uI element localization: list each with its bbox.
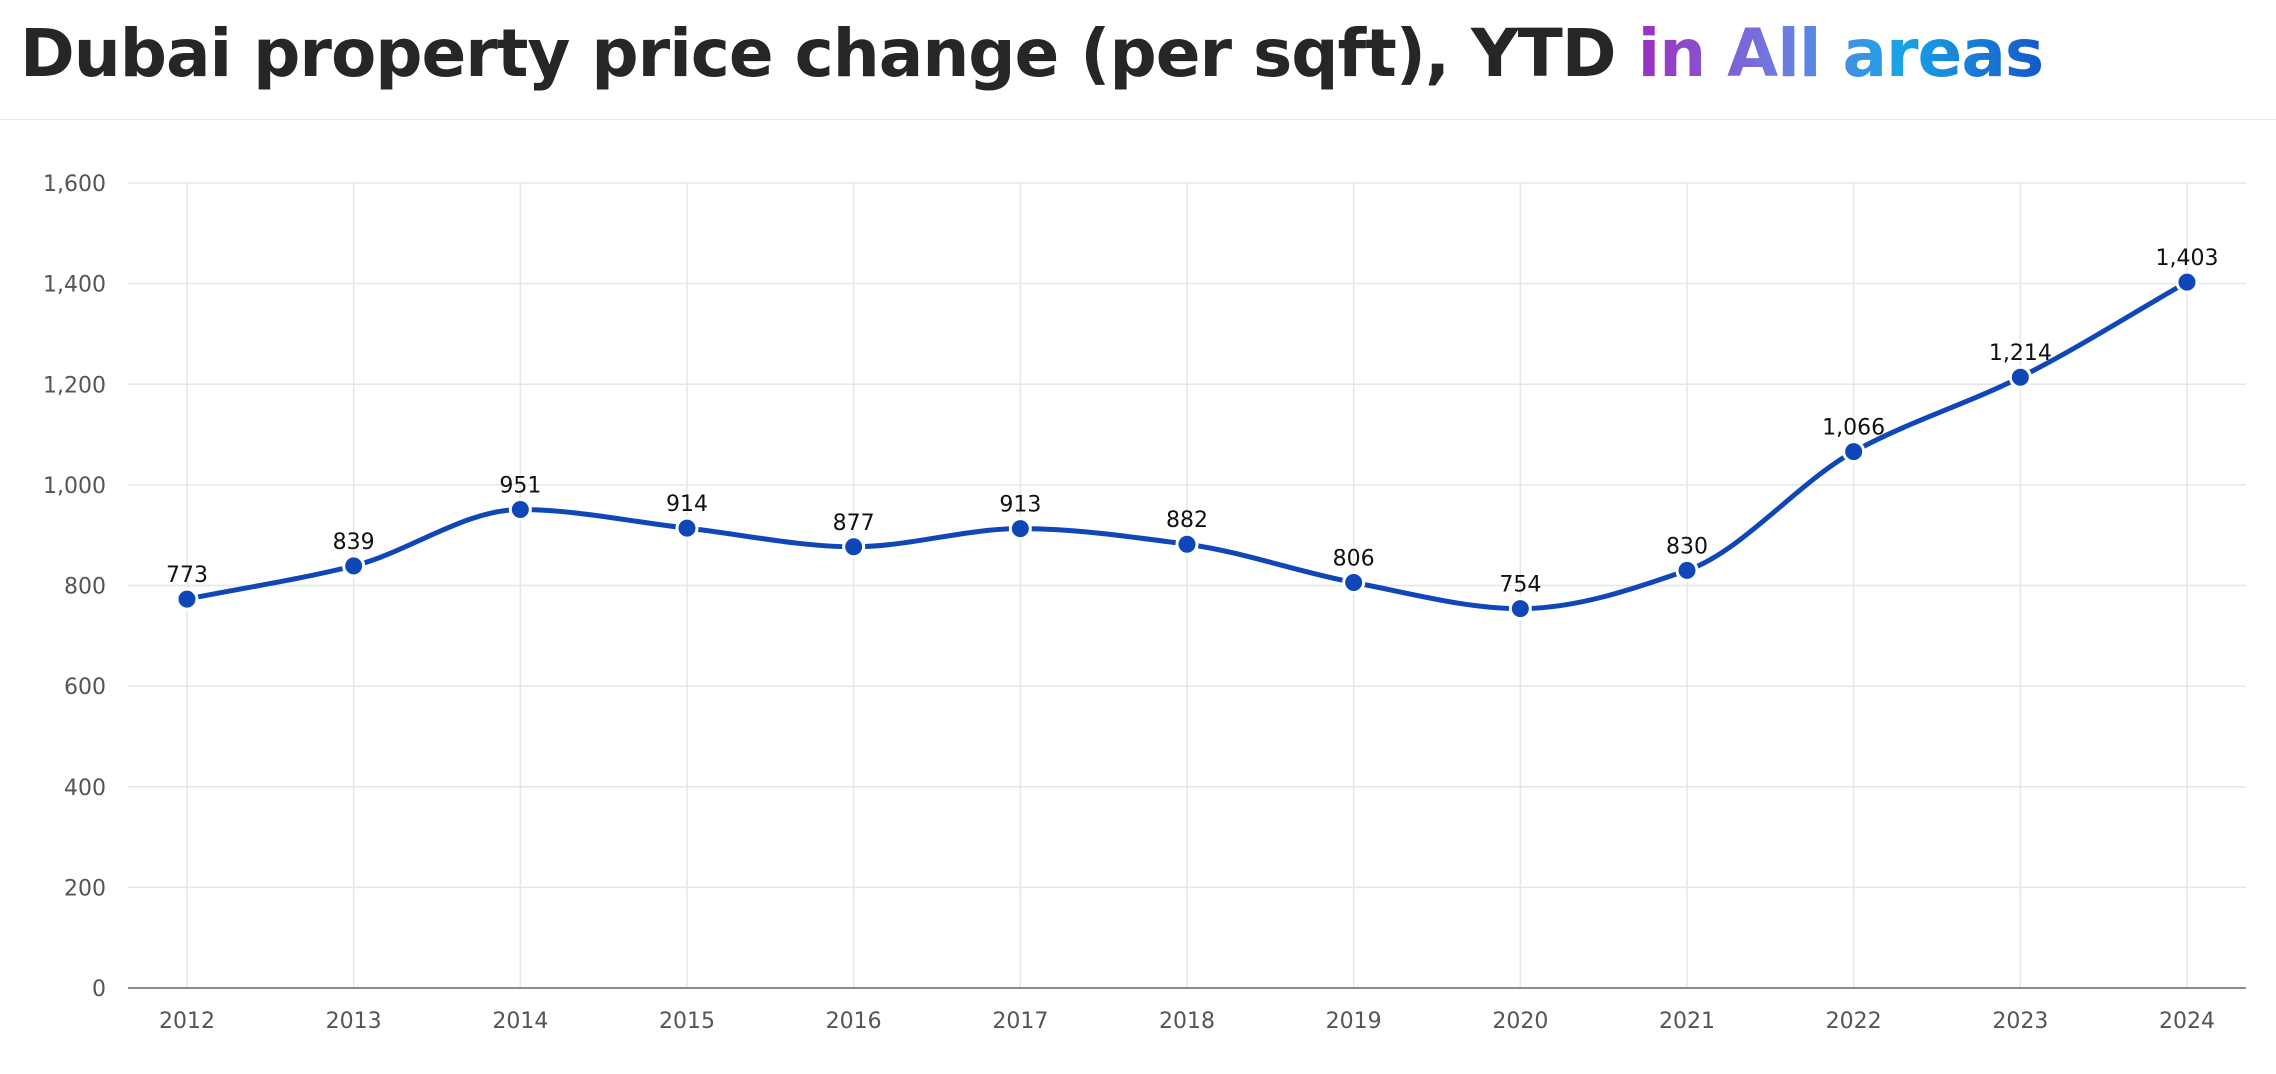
x-gridlines xyxy=(186,183,2188,988)
data-point[interactable] xyxy=(1675,558,1699,582)
x-tick-label: 2016 xyxy=(826,1009,882,1034)
header: Dubai property price change (per sqft), … xyxy=(0,0,2276,120)
x-tick-label: 2019 xyxy=(1326,1009,1382,1034)
y-tick-label: 800 xyxy=(64,575,106,600)
data-label: 1,403 xyxy=(2156,246,2219,271)
data-point[interactable] xyxy=(1508,597,1532,621)
y-tick-label: 400 xyxy=(64,776,106,801)
y-tick-label: 1,400 xyxy=(43,273,106,298)
data-point[interactable] xyxy=(1008,517,1032,541)
chart-title: Dubai property price change (per sqft), … xyxy=(20,10,2045,98)
data-label: 1,066 xyxy=(1822,416,1885,441)
data-point[interactable] xyxy=(2175,270,2199,294)
x-tick-label: 2022 xyxy=(1826,1009,1882,1034)
y-tick-label: 600 xyxy=(64,675,106,700)
x-tick-label: 2023 xyxy=(1992,1009,2048,1034)
y-tick-label: 1,200 xyxy=(43,373,106,398)
chart-area: 0 200 400 600 800 1,000 1,200 1,400 1,600 2012 20… xyxy=(0,121,2276,1074)
data-label: 913 xyxy=(999,493,1041,518)
y-tick-label: 0 xyxy=(92,977,106,1002)
data-point[interactable] xyxy=(1342,570,1366,594)
data-points xyxy=(175,270,2199,621)
x-tick-label: 2013 xyxy=(326,1009,382,1034)
data-label: 882 xyxy=(1166,508,1208,533)
data-point[interactable] xyxy=(175,587,199,611)
x-tick-label: 2021 xyxy=(1659,1009,1715,1034)
data-point[interactable] xyxy=(342,554,366,578)
x-tick-label: 2018 xyxy=(1159,1009,1215,1034)
data-label: 951 xyxy=(499,474,541,499)
data-point[interactable] xyxy=(675,516,699,540)
x-axis-ticks: 2012 2013 2014 2015 2016 2017 2018 2019 2020 2021… xyxy=(159,1009,2215,1034)
data-point[interactable] xyxy=(1842,440,1866,464)
chart-title-main: Dubai property price change (per sqft), … xyxy=(20,15,1638,92)
data-point[interactable] xyxy=(2008,365,2032,389)
data-label: 877 xyxy=(833,511,875,536)
y-tick-label: 1,000 xyxy=(43,474,106,499)
x-tick-label: 2014 xyxy=(492,1009,548,1034)
data-labels: 773 839 951 914 877 913 882 806 754 830 1,066 1,214… xyxy=(166,246,2218,598)
x-tick-label: 2020 xyxy=(1492,1009,1548,1034)
data-label: 754 xyxy=(1499,573,1541,598)
x-tick-label: 2024 xyxy=(2159,1009,2215,1034)
data-label: 773 xyxy=(166,563,208,588)
data-label: 806 xyxy=(1333,546,1375,571)
data-label: 914 xyxy=(666,492,708,517)
x-tick-label: 2017 xyxy=(992,1009,1048,1034)
chart-title-area-filter[interactable]: in All areas xyxy=(1637,15,2045,92)
data-label: 830 xyxy=(1666,534,1708,559)
x-tick-label: 2012 xyxy=(159,1009,215,1034)
data-point[interactable] xyxy=(1175,532,1199,556)
y-tick-label: 1,600 xyxy=(43,172,106,197)
y-axis-ticks: 0 200 400 600 800 1,000 1,200 1,400 1,600 xyxy=(43,172,106,1002)
data-label: 839 xyxy=(333,530,375,555)
x-tick-label: 2015 xyxy=(659,1009,715,1034)
data-point[interactable] xyxy=(508,498,532,522)
y-tick-label: 200 xyxy=(64,876,106,901)
data-label: 1,214 xyxy=(1989,341,2052,366)
data-point[interactable] xyxy=(842,535,866,559)
